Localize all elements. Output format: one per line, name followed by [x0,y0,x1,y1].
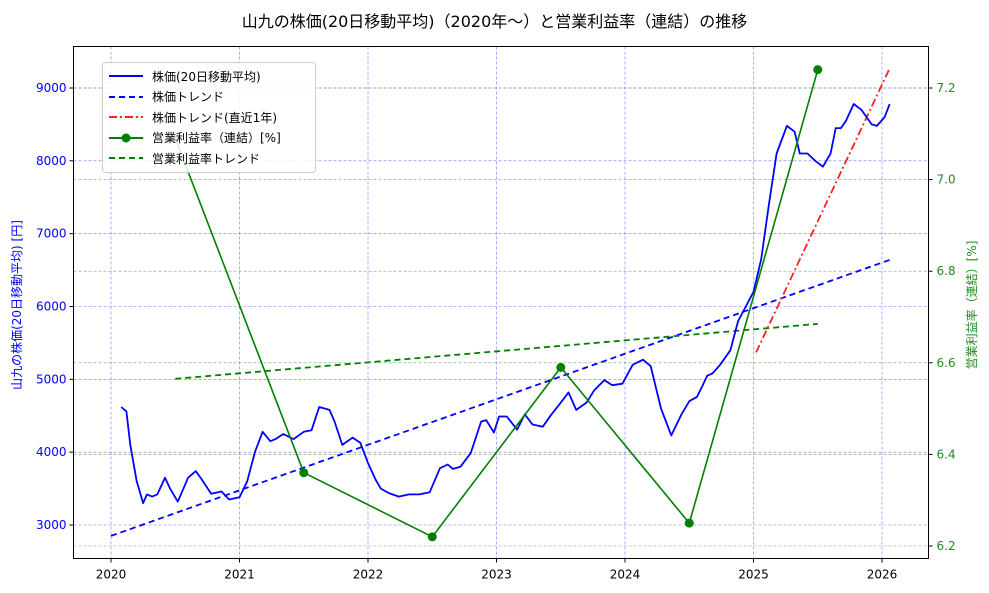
legend-item-margin-trend: 営業利益率トレンド [109,148,309,169]
data-point-marker [813,65,823,75]
data-point-marker [684,518,694,528]
series-line [120,103,891,505]
svg-text:7.2: 7.2 [937,81,956,95]
svg-text:3000: 3000 [36,518,67,532]
data-point-marker [299,468,309,478]
data-point-marker [427,532,437,542]
chart-title: 山九の株価(20日移動平均)（2020年～）と営業利益率（連結）の推移 [241,12,748,31]
svg-text:2025: 2025 [738,568,769,582]
line-marker-icon [109,133,143,143]
legend: 株価(20日移動平均) 株価トレンド 株価トレンド(直近1年) 営業利益率（連結… [102,62,316,173]
x-axis-ticks: 2020 2021 2022 2023 2024 2025 2026 [96,558,898,582]
svg-text:2021: 2021 [224,568,255,582]
legend-item-margin: 営業利益率（連結）[%] [109,128,309,149]
svg-text:2022: 2022 [353,568,384,582]
series-layer [110,65,891,542]
svg-text:9000: 9000 [36,81,67,95]
svg-text:6.8: 6.8 [937,264,956,278]
data-point-marker [556,362,566,372]
dashed-line-icon [109,95,143,98]
svg-text:6.2: 6.2 [937,539,956,553]
plot-frame [73,46,929,559]
svg-text:6.6: 6.6 [937,356,956,370]
series-line [110,259,891,537]
svg-text:6000: 6000 [36,299,67,313]
legend-item-price: 株価(20日移動平均) [109,66,309,87]
svg-text:5000: 5000 [36,372,67,386]
series-line [755,67,891,353]
legend-item-price-trend-recent: 株価トレンド(直近1年) [109,107,309,128]
legend-item-price-trend: 株価トレンド [109,87,309,108]
svg-text:4000: 4000 [36,445,67,459]
right-y-axis-ticks: 6.2 6.4 6.6 6.8 7.0 7.2 [928,81,956,553]
svg-text:7.0: 7.0 [937,173,956,187]
left-y-axis-label: 山九の株価(20日移動平均) [円] [10,220,24,390]
svg-text:2026: 2026 [867,568,898,582]
left-y-axis-ticks: 3000 4000 5000 6000 7000 8000 9000 [36,81,74,532]
series-line [174,69,819,538]
svg-text:2024: 2024 [610,568,641,582]
svg-text:8000: 8000 [36,154,67,168]
dashdot-line-icon [109,116,143,119]
series-line [175,323,818,380]
dashed-line-icon [109,157,143,160]
svg-text:7000: 7000 [36,227,67,241]
svg-text:6.4: 6.4 [937,447,956,461]
solid-line-icon [109,75,143,78]
right-y-axis-label: 営業利益率（連結）[%] [965,240,979,370]
svg-text:2020: 2020 [96,568,127,582]
svg-text:2023: 2023 [481,568,512,582]
